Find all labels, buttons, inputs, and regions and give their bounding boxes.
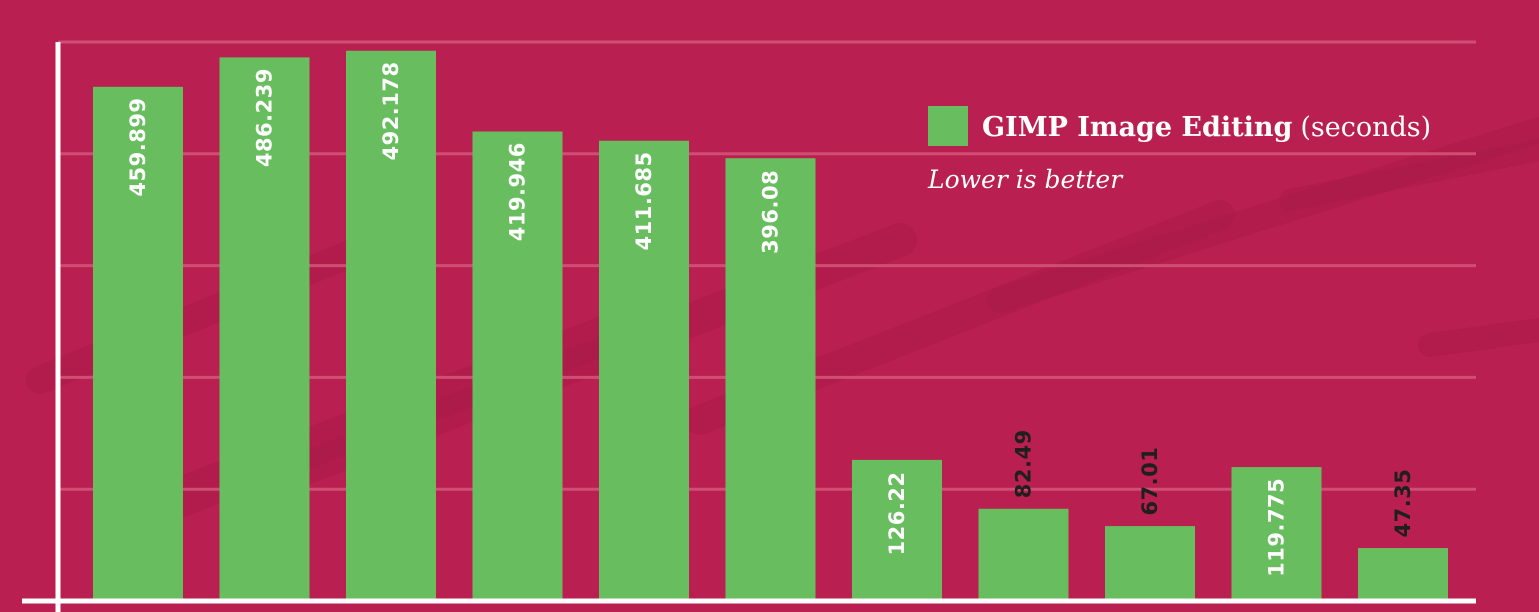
bar-value-label: 396.08 xyxy=(759,170,783,254)
bar-value-label: 119.775 xyxy=(1265,478,1289,577)
bar-value-label: 82.49 xyxy=(1012,429,1036,498)
legend-swatch xyxy=(928,106,968,146)
background-stroke xyxy=(1418,318,1539,357)
bar xyxy=(1231,467,1322,601)
bar xyxy=(1358,548,1448,601)
bar xyxy=(1105,526,1195,601)
bar xyxy=(219,57,310,602)
bar-value-labels: 459.899 486.239 492.178 419.946 411.685 396.0… xyxy=(126,61,1415,577)
bar xyxy=(725,158,816,601)
bar xyxy=(978,508,1069,601)
bar-value-label: 459.899 xyxy=(126,97,150,196)
bar xyxy=(599,140,689,601)
bar xyxy=(93,86,183,602)
legend-series-name: GIMP Image Editing xyxy=(982,112,1293,143)
legend-series-label: GIMP Image Editing (seconds) xyxy=(982,112,1431,143)
bar-value-label: 419.946 xyxy=(506,142,530,241)
background-stroke xyxy=(26,236,374,394)
bar-value-label: 47.35 xyxy=(1391,469,1415,538)
legend-series-unit: (seconds) xyxy=(1300,112,1431,143)
bar xyxy=(472,131,563,601)
bars xyxy=(93,50,1448,602)
bar-value-label: 411.685 xyxy=(632,151,656,250)
bar-value-label: 126.22 xyxy=(885,471,909,555)
legend: GIMP Image Editing (seconds) Lower is bet… xyxy=(927,106,1431,194)
legend-note: Lower is better xyxy=(927,165,1124,194)
background-stroke xyxy=(1279,139,1539,211)
bar xyxy=(852,459,942,601)
bar-value-label: 67.01 xyxy=(1138,447,1162,516)
bar-value-label: 486.239 xyxy=(253,68,277,167)
bar xyxy=(346,50,436,601)
bar-value-label: 492.178 xyxy=(379,61,403,160)
